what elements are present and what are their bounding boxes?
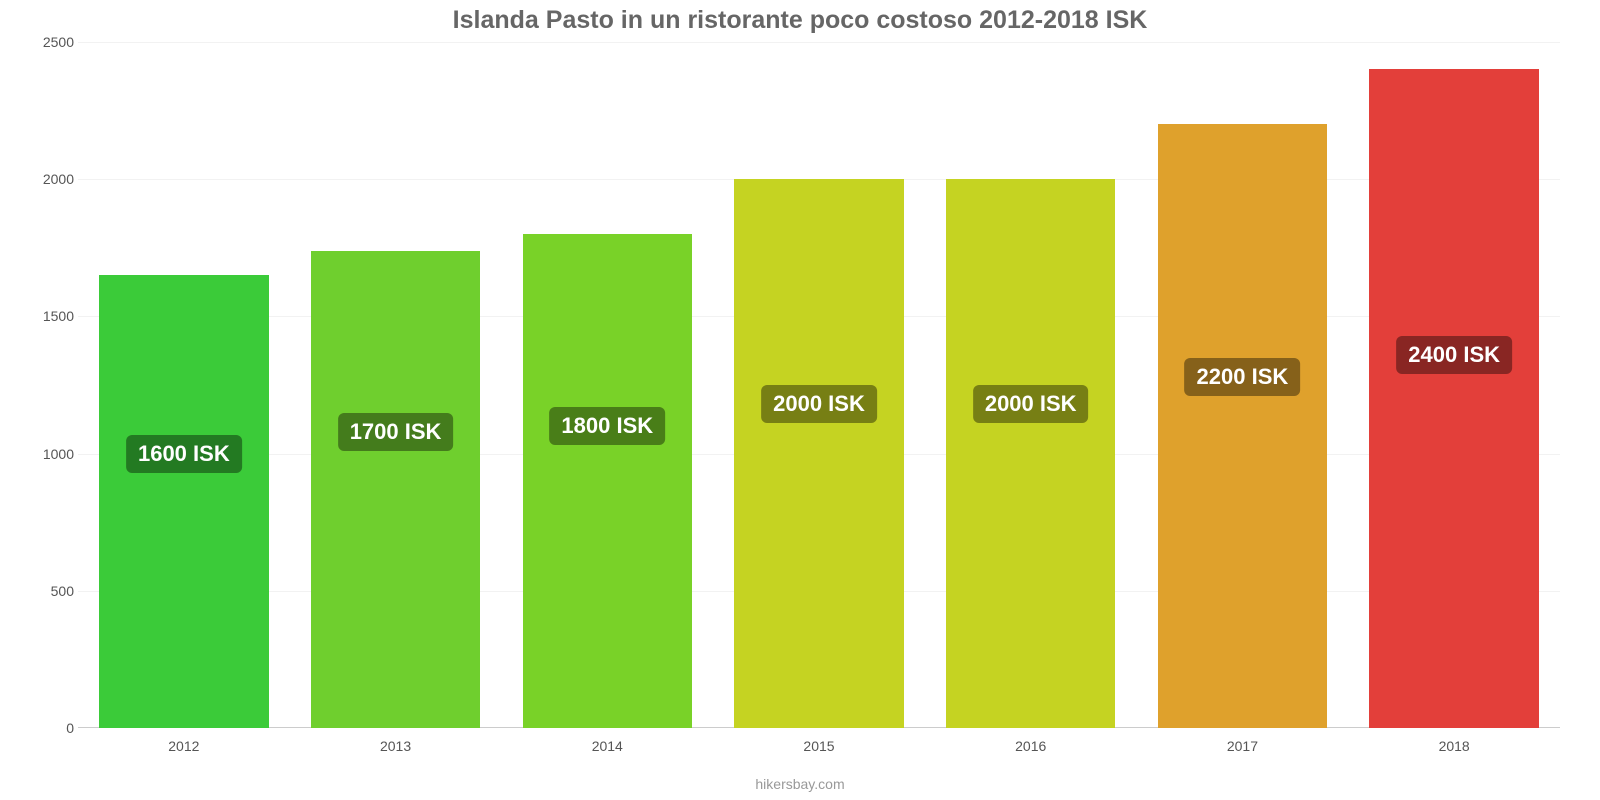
y-axis-label: 0 [30,720,74,736]
bar-value-label: 2200 ISK [1185,358,1301,396]
bar-value-label: 1700 ISK [338,413,454,451]
bar [734,179,903,728]
bar-value-label-wrap: 2000 ISK [973,385,1089,423]
bar-value-label: 2000 ISK [761,385,877,423]
x-axis-label: 2017 [1227,738,1258,754]
y-axis-label: 2500 [30,34,74,50]
chart-container: Islanda Pasto in un ristorante poco cost… [0,0,1600,800]
chart-title: Islanda Pasto in un ristorante poco cost… [0,6,1600,35]
y-axis-label: 1500 [30,308,74,324]
bar [946,179,1115,728]
bars-group: 1600 ISK 1700 ISK 1800 ISK 2000 ISK 2000 ISK… [78,42,1560,728]
bar [1158,124,1327,728]
y-axis-label: 2000 [30,171,74,187]
bar-value-label-wrap: 2000 ISK [761,385,877,423]
bar-value-label: 2000 ISK [973,385,1089,423]
bar-value-label: 2400 ISK [1396,336,1512,374]
x-axis-label: 2012 [168,738,199,754]
bar [99,275,268,728]
x-axis-label: 2014 [592,738,623,754]
y-axis-label: 500 [30,583,74,599]
bar-value-label-wrap: 1600 ISK [126,435,242,473]
bar-value-label-wrap: 1800 ISK [549,407,665,445]
bar-value-label-wrap: 1700 ISK [338,413,454,451]
bar [523,234,692,728]
bar [311,251,480,728]
x-axis-label: 2018 [1439,738,1470,754]
plot-area: 05001000150020002500 1600 ISK1700 ISK180… [78,42,1560,728]
y-axis-label: 1000 [30,446,74,462]
x-axis-labels: 2012 2013 2014 2015 2016 2017 2018 [78,738,1560,758]
bar-value-label: 1800 ISK [549,407,665,445]
chart-footer: hikersbay.com [0,776,1600,792]
bar-value-label-wrap: 2400 ISK [1396,336,1512,374]
y-axis: 05001000150020002500 [30,42,74,728]
bar [1369,69,1538,728]
bar-value-label: 1600 ISK [126,435,242,473]
x-axis-label: 2016 [1015,738,1046,754]
x-axis-label: 2015 [803,738,834,754]
bar-value-label-wrap: 2200 ISK [1185,358,1301,396]
x-axis-label: 2013 [380,738,411,754]
